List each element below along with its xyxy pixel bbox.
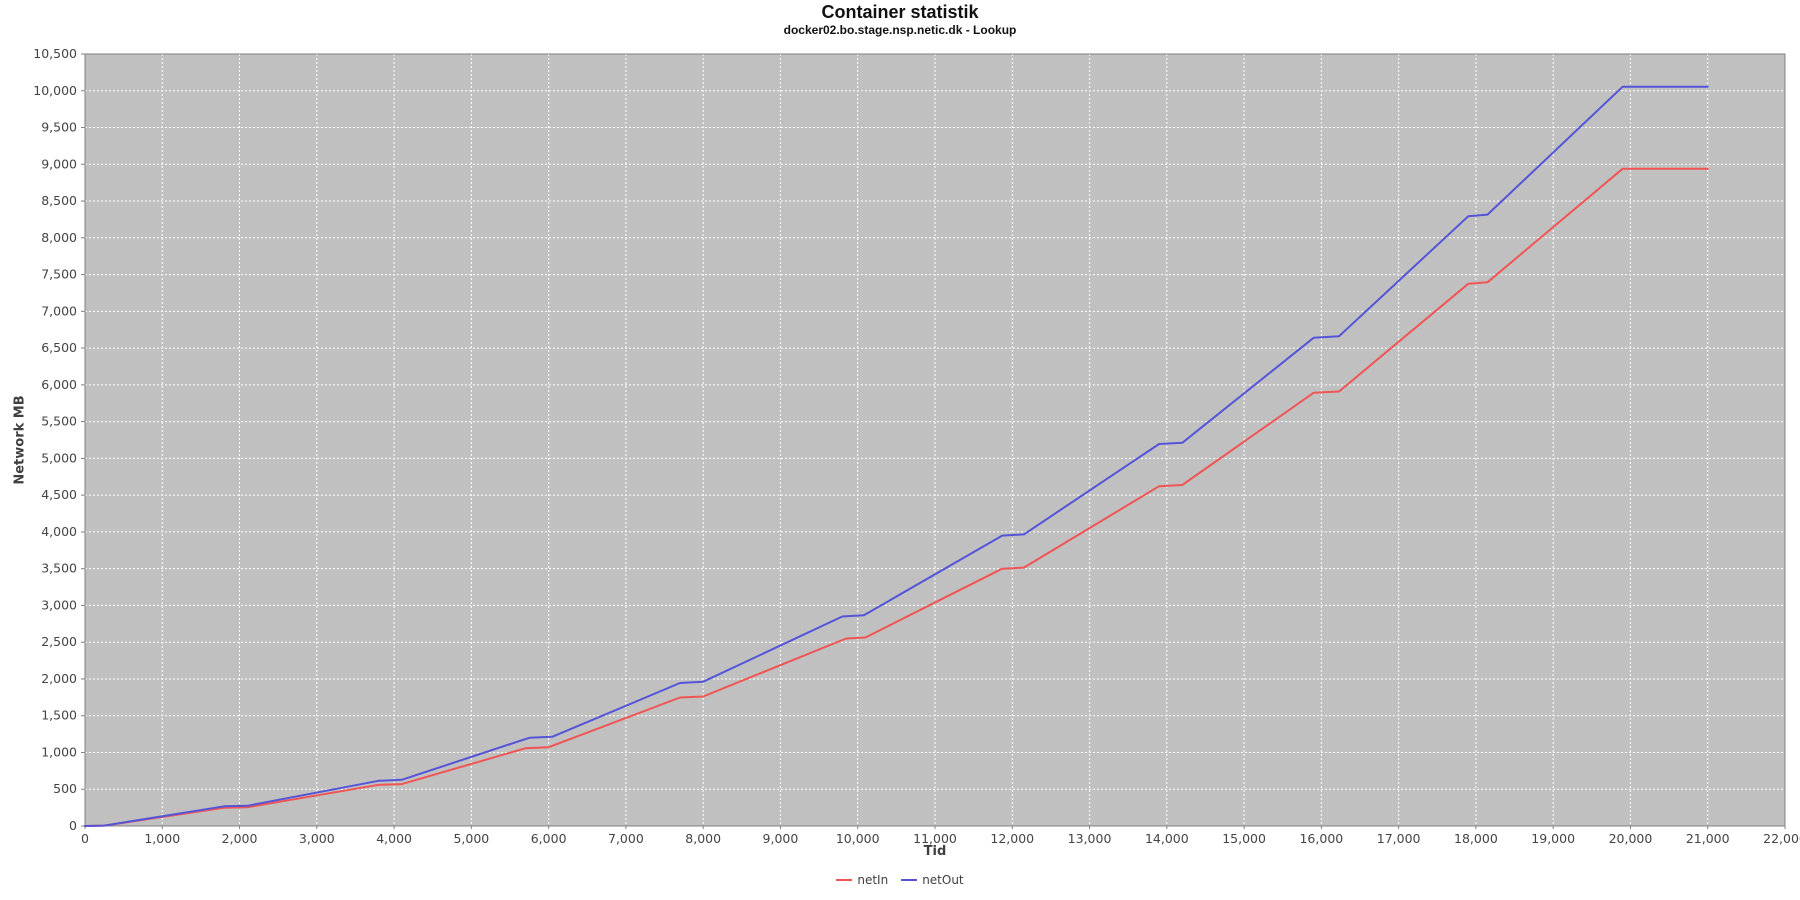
x-tick-label: 12,000 (990, 831, 1034, 846)
x-tick-label: 16,000 (1299, 831, 1343, 846)
y-tick-label: 10,000 (33, 83, 77, 98)
y-tick-label: 4,500 (41, 487, 77, 502)
y-tick-label: 7,000 (41, 303, 77, 318)
x-tick-label: 18,000 (1454, 831, 1498, 846)
y-tick-label: 5,000 (41, 450, 77, 465)
x-tick-label: 9,000 (763, 831, 799, 846)
y-tick-label: 6,000 (41, 377, 77, 392)
y-tick-label: 0 (69, 818, 77, 833)
x-tick-label: 13,000 (1068, 831, 1112, 846)
series-line-netOut (84, 85, 1709, 827)
y-tick-label: 8,000 (41, 230, 77, 245)
x-tick-label: 22,000 (1763, 831, 1800, 846)
y-tick-label: 3,500 (41, 561, 77, 576)
legend-label-netIn: netIn (857, 873, 889, 887)
y-tick-label: 2,500 (41, 634, 77, 649)
x-tick-label: 19,000 (1531, 831, 1575, 846)
y-tick-label: 2,000 (41, 671, 77, 686)
x-tick-label: 20,000 (1609, 831, 1653, 846)
x-tick-label: 2,000 (222, 831, 258, 846)
chart-title: Container statistik (821, 2, 979, 22)
y-tick-label: 1,500 (41, 708, 77, 723)
legend-swatch-netOut (901, 879, 918, 881)
y-axis-label: Network MB (12, 395, 28, 485)
y-tick-label: 5,500 (41, 414, 77, 429)
x-tick-label: 21,000 (1686, 831, 1730, 846)
series-line-netIn (84, 167, 1709, 827)
legend-item-netIn: netIn (836, 873, 888, 887)
legend-item-netOut: netOut (901, 873, 964, 887)
plot-border (84, 53, 1786, 827)
y-tick-label: 9,000 (41, 156, 77, 171)
y-tick-label: 1,000 (41, 744, 77, 759)
y-tick-label: 500 (53, 781, 77, 796)
legend-swatch-netIn (836, 879, 853, 881)
y-tick-label: 9,500 (41, 120, 77, 135)
y-tick-label: 10,500 (33, 46, 77, 61)
y-tick-label: 7,500 (41, 267, 77, 282)
legend-label-netOut: netOut (922, 873, 964, 887)
x-tick-label: 15,000 (1222, 831, 1266, 846)
x-tick-label: 11,000 (913, 831, 957, 846)
y-tick-label: 8,500 (41, 193, 77, 208)
x-axis-label: Tid (923, 844, 947, 859)
x-tick-label: 5,000 (453, 831, 489, 846)
x-tick-label: 8,000 (685, 831, 721, 846)
y-tick-label: 3,000 (41, 597, 77, 612)
x-tick-label: 4,000 (376, 831, 412, 846)
x-tick-label: 10,000 (836, 831, 880, 846)
x-tick-label: 6,000 (531, 831, 567, 846)
x-tick-label: 7,000 (608, 831, 644, 846)
y-tick-label: 6,500 (41, 340, 77, 355)
y-tick-label: 4,000 (41, 524, 77, 539)
legend: netIn netOut (0, 873, 1800, 887)
x-tick-label: 14,000 (1145, 831, 1189, 846)
x-tick-label: 0 (81, 831, 89, 846)
x-tick-label: 3,000 (299, 831, 335, 846)
x-tick-label: 1,000 (144, 831, 180, 846)
x-tick-label: 17,000 (1377, 831, 1421, 846)
chart-subtitle: docker02.bo.stage.nsp.netic.dk - Lookup (783, 23, 1017, 37)
